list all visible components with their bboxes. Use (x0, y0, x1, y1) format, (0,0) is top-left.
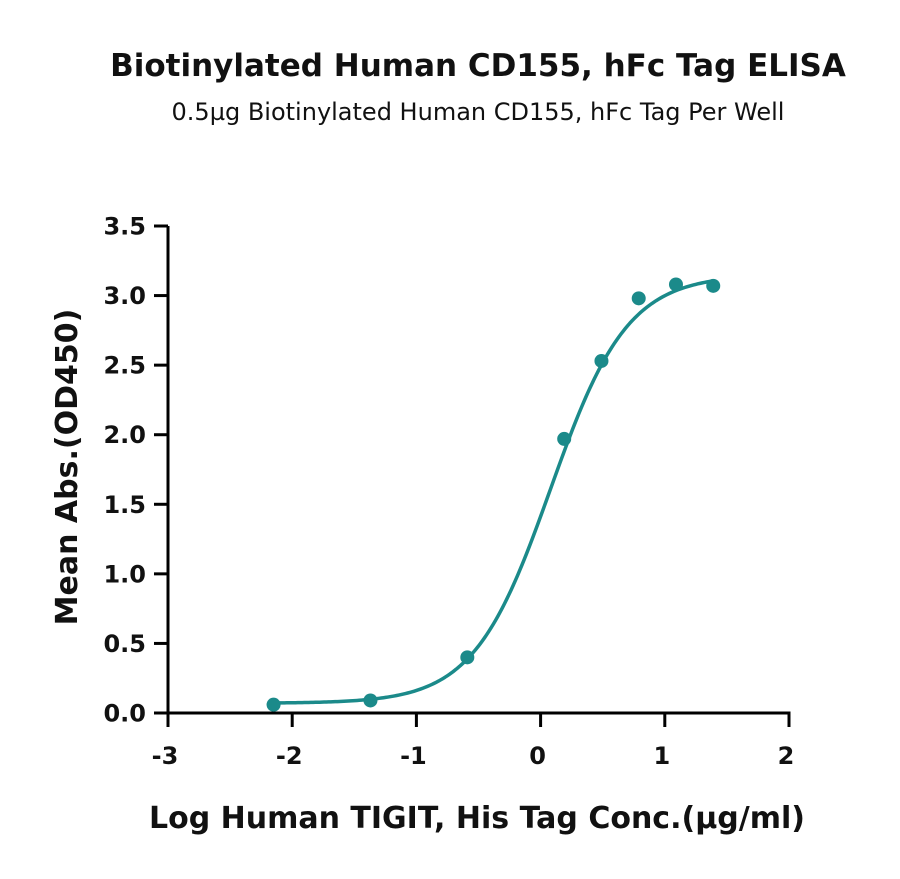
y-axis-label: Mean Abs.(OD450) (50, 309, 85, 626)
x-tick-label: 1 (653, 742, 670, 770)
x-tick-label: 0 (529, 742, 546, 770)
data-point (363, 693, 378, 708)
data-point (594, 353, 609, 368)
chart-title: Biotinylated Human CD155, hFc Tag ELISA (110, 48, 846, 84)
x-tick-label: -3 (152, 742, 179, 770)
x-tick-label: 2 (778, 742, 795, 770)
y-tick-label: 3.5 (103, 213, 146, 241)
y-tick-label: 1.0 (103, 560, 146, 588)
y-tick-label: 2.0 (103, 421, 146, 449)
y-tick-label: 1.5 (103, 491, 146, 519)
x-tick-label: -2 (276, 742, 303, 770)
y-tick-label: 0.0 (103, 700, 146, 728)
data-point (266, 697, 281, 712)
y-tick-label: 0.5 (103, 630, 146, 658)
x-axis-label: Log Human TIGIT, His Tag Conc.(µg/ml) (149, 801, 805, 836)
y-tick-label: 3.0 (103, 282, 146, 310)
x-tick-label: -1 (400, 742, 427, 770)
chart-subtitle: 0.5µg Biotinylated Human CD155, hFc Tag … (172, 98, 785, 126)
data-point (668, 277, 683, 292)
y-tick-label: 2.5 (103, 352, 146, 380)
data-point (557, 431, 572, 446)
plot-area: 0.0 0.5 1.0 1.5 2.0 2.5 3.0 3.5 -3 -2 -1 0 1 2 (103, 213, 794, 771)
data-point (706, 278, 721, 293)
data-point (631, 291, 646, 306)
fit-curve (271, 279, 715, 705)
data-point (460, 650, 475, 665)
